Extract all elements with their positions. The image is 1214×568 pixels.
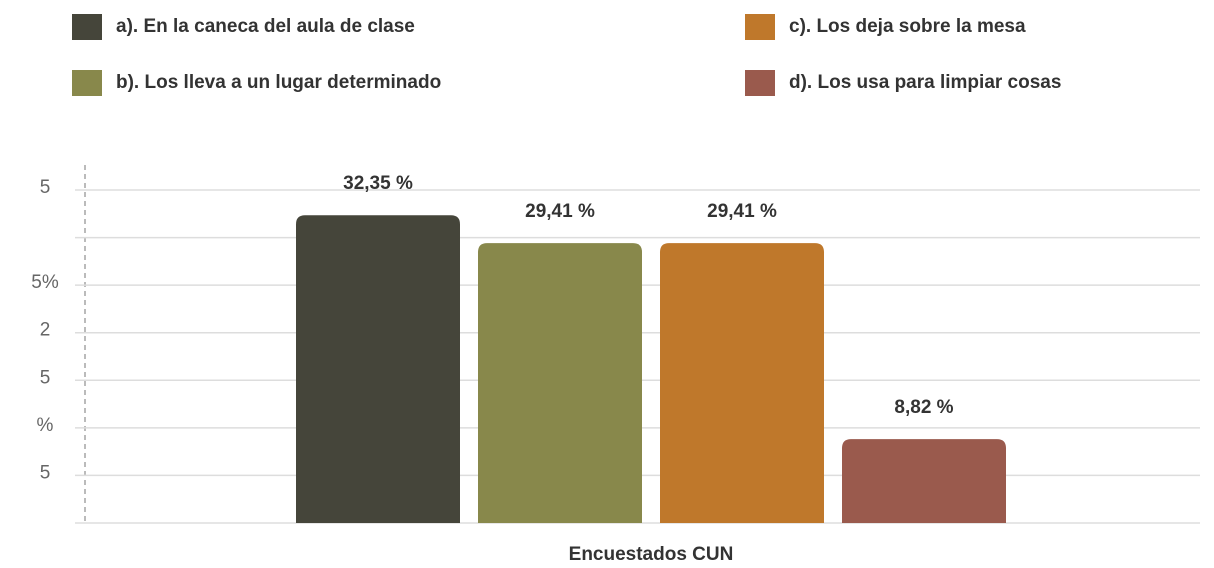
- data-label: 29,41 %: [707, 201, 777, 222]
- y-tick-label: 5: [40, 462, 51, 483]
- y-tick-label: 5: [40, 367, 51, 388]
- legend-swatch: [745, 14, 775, 40]
- y-tick-label: 2: [40, 320, 51, 341]
- legend-label: b). Los lleva a un lugar determinado: [116, 72, 441, 93]
- legend-label: d). Los usa para limpiar cosas: [789, 72, 1061, 93]
- legend-label: a). En la caneca del aula de clase: [116, 16, 415, 37]
- legend-swatch: [72, 14, 102, 40]
- y-tick-label: 5: [40, 177, 51, 198]
- y-tick-label: 5%: [31, 272, 59, 293]
- legend-swatch: [745, 70, 775, 96]
- bar: [660, 243, 824, 523]
- bar: [478, 243, 642, 523]
- bar: [842, 439, 1006, 523]
- bar: [296, 215, 460, 523]
- legend-swatch: [72, 70, 102, 96]
- data-label: 32,35 %: [343, 173, 413, 194]
- legend-label: c). Los deja sobre la mesa: [789, 16, 1026, 37]
- y-tick-label: %: [37, 415, 54, 436]
- data-label: 29,41 %: [525, 201, 595, 222]
- data-label: 8,82 %: [894, 397, 953, 418]
- x-tick-label: Encuestados CUN: [569, 544, 734, 565]
